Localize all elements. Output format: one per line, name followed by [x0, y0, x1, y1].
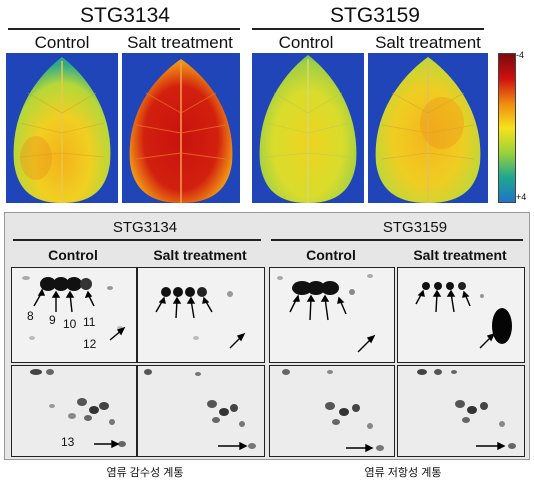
leaf-thermal-image — [6, 53, 118, 203]
leaf-thermal-image — [252, 53, 364, 203]
condition-label-salt: Salt treatment — [413, 247, 507, 263]
genotype-underline — [252, 28, 484, 30]
condition-label-salt: Salt treatment — [127, 33, 233, 52]
gel-image-lower — [269, 365, 395, 457]
caption-salt-sensitive-line: 염류 감수성 계통 — [106, 467, 184, 479]
color-scale-bar — [498, 53, 516, 203]
spot-label: 8 — [27, 309, 34, 323]
condition-label-salt: Salt treatment — [375, 33, 481, 52]
spot-label: 11 — [83, 315, 96, 329]
condition-label-salt: Salt treatment — [153, 247, 247, 263]
genotype-label-stg3134-top: STG3134 — [80, 4, 170, 27]
spot-label: 12 — [83, 337, 97, 351]
genotype-underline — [13, 239, 261, 241]
genotype-label-stg3159-top: STG3159 — [330, 4, 420, 27]
genotype-underline — [271, 239, 523, 241]
color-scale-bottom-label: +4 — [516, 192, 527, 202]
leaf-thermal-image — [122, 53, 240, 203]
condition-label-control: Control — [306, 247, 356, 263]
gel-image-upper — [137, 267, 265, 363]
genotype-label-stg3159-bottom: STG3159 — [382, 219, 448, 236]
leaf-thermal-panel: STG3134 STG3159 Control Salt treatment C… — [0, 0, 534, 206]
caption-salt-tolerant-line: 염류 저항성 계통 — [364, 467, 442, 479]
gel-image-lower — [11, 365, 137, 457]
spot-label: 10 — [63, 317, 77, 331]
condition-label-control: Control — [278, 33, 334, 52]
leaf-thermal-image — [368, 53, 488, 203]
gel-electrophoresis-panel: STG3134 STG3159 Control Salt treatment C… — [4, 212, 530, 460]
gel-image-upper — [11, 267, 137, 363]
gel-image-upper — [397, 267, 525, 363]
color-scale-top-label: -4 — [516, 50, 525, 60]
condition-label-control: Control — [48, 247, 98, 263]
spot-label: 13 — [61, 435, 75, 449]
gel-image-lower — [137, 365, 265, 457]
spot-label: 9 — [49, 313, 56, 327]
genotype-underline — [8, 28, 240, 30]
gel-image-upper — [269, 267, 395, 363]
gel-image-lower — [397, 365, 525, 457]
condition-label-control: Control — [34, 33, 90, 52]
genotype-label-stg3134-bottom: STG3134 — [112, 219, 178, 236]
